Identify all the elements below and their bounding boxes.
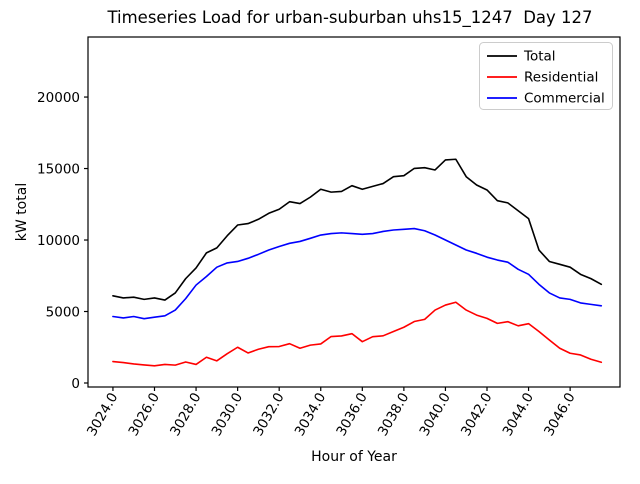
legend-label-commercial: Commercial — [524, 91, 605, 107]
legend: Total Residential Commercial — [479, 42, 613, 110]
y-tick-label: 20000 — [37, 90, 80, 106]
chart-title: Timeseries Load for urban-suburban uhs15… — [106, 8, 592, 28]
total-line — [112, 158, 603, 301]
commercial-line — [112, 227, 603, 320]
y-tick-label: 0 — [71, 376, 80, 392]
legend-label-residential: Residential — [524, 70, 598, 86]
legend-box — [479, 42, 613, 110]
y-axis-ticks: 0 5000 10000 15000 20000 — [37, 90, 88, 392]
legend-label-total: Total — [523, 49, 556, 65]
data-lines — [112, 158, 603, 367]
y-tick-label: 15000 — [37, 161, 80, 177]
y-tick-label: 10000 — [37, 233, 80, 249]
y-axis-label: kW total — [14, 183, 30, 241]
residential-line — [112, 301, 603, 367]
x-axis-label: Hour of Year — [311, 449, 397, 465]
y-tick-label: 5000 — [46, 304, 80, 320]
